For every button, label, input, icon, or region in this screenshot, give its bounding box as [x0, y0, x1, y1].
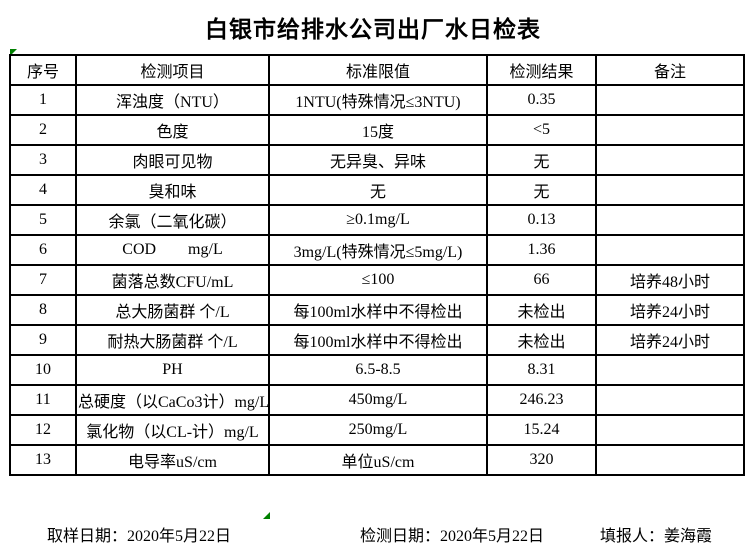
table-row: 9 耐热大肠菌群 个/L 每100ml水样中不得检出 未检出 培养24小时 — [9, 324, 745, 356]
cell-result: 0.35 — [486, 84, 597, 116]
cell-limit: 无 — [268, 174, 488, 206]
cell-item: PH — [75, 354, 270, 386]
test-date-label: 检测日期： — [360, 528, 441, 545]
table-header-row: 序号 检测项目 标准限值 检测结果 备注 — [9, 54, 745, 86]
sampling-date-value: 2020年5月22日 — [127, 528, 232, 545]
cell-result: 320 — [486, 444, 597, 476]
cell-limit: 无异臭、异味 — [268, 144, 488, 176]
cell-result: 0.13 — [486, 204, 597, 236]
table-row: 4 臭和味 无 无 — [9, 174, 745, 206]
test-date: 检测日期：2020年5月22日 — [360, 522, 544, 546]
cell-limit: 每100ml水样中不得检出 — [268, 294, 488, 326]
reporter: 填报人：姜海霞 — [600, 522, 712, 546]
cell-number: 8 — [9, 294, 77, 326]
cell-number: 1 — [9, 84, 77, 116]
cell-remark — [595, 114, 745, 146]
cell-result: 1.36 — [486, 234, 597, 266]
green-bottom-marker-icon — [263, 512, 270, 519]
cell-remark: 培养24小时 — [595, 294, 745, 326]
cell-remark: 培养48小时 — [595, 264, 745, 296]
cell-limit: 1NTU(特殊情况≤3NTU) — [268, 84, 488, 116]
table-row: 12 氯化物（以CL-计）mg/L 250mg/L 15.24 — [9, 414, 745, 446]
cell-result: 无 — [486, 144, 597, 176]
cell-limit: 6.5-8.5 — [268, 354, 488, 386]
cell-item: 耐热大肠菌群 个/L — [75, 324, 270, 356]
cell-limit: 每100ml水样中不得检出 — [268, 324, 488, 356]
cell-item: 余氯（二氧化碳） — [75, 204, 270, 236]
green-corner-marker-icon — [10, 49, 17, 56]
cell-item: 氯化物（以CL-计）mg/L — [75, 414, 270, 446]
cell-limit: ≤100 — [268, 264, 488, 296]
test-date-value: 2020年5月22日 — [440, 528, 545, 545]
cell-limit: 450mg/L — [268, 384, 488, 416]
sampling-date: 取样日期：2020年5月22日 — [47, 522, 231, 546]
cell-limit: ≥0.1mg/L — [268, 204, 488, 236]
cell-remark — [595, 354, 745, 386]
header-remark: 备注 — [595, 54, 745, 86]
table-row: 1 浑浊度（NTU） 1NTU(特殊情况≤3NTU) 0.35 — [9, 84, 745, 116]
water-quality-table: 序号 检测项目 标准限值 检测结果 备注 1 浑浊度（NTU） 1NTU(特殊情… — [9, 54, 745, 476]
cell-item: 总大肠菌群 个/L — [75, 294, 270, 326]
cell-number: 7 — [9, 264, 77, 296]
reporter-name: 姜海霞 — [664, 528, 713, 545]
cell-limit: 15度 — [268, 114, 488, 146]
table-row: 6 COD mg/L 3mg/L(特殊情况≤5mg/L) 1.36 — [9, 234, 745, 266]
cell-remark — [595, 444, 745, 476]
cell-number: 6 — [9, 234, 77, 266]
cell-item: 浑浊度（NTU） — [75, 84, 270, 116]
cell-limit: 单位uS/cm — [268, 444, 488, 476]
cell-result: 未检出 — [486, 294, 597, 326]
table-row: 3 肉眼可见物 无异臭、异味 无 — [9, 144, 745, 176]
cell-result: <5 — [486, 114, 597, 146]
footer: 取样日期：2020年5月22日 检测日期：2020年5月22日 填报人：姜海霞 — [0, 522, 746, 546]
cell-item: 电导率uS/cm — [75, 444, 270, 476]
table-row: 13 电导率uS/cm 单位uS/cm 320 — [9, 444, 745, 476]
cell-number: 3 — [9, 144, 77, 176]
cell-remark — [595, 204, 745, 236]
cell-number: 9 — [9, 324, 77, 356]
cell-number: 5 — [9, 204, 77, 236]
cell-item: 肉眼可见物 — [75, 144, 270, 176]
table-row: 11 总硬度（以CaCo3计）mg/L 450mg/L 246.23 — [9, 384, 745, 416]
table-row: 8 总大肠菌群 个/L 每100ml水样中不得检出 未检出 培养24小时 — [9, 294, 745, 326]
table-row: 2 色度 15度 <5 — [9, 114, 745, 146]
cell-remark: 培养24小时 — [595, 324, 745, 356]
cell-item: COD mg/L — [75, 234, 270, 266]
cell-remark — [595, 84, 745, 116]
cell-result: 15.24 — [486, 414, 597, 446]
cell-number: 4 — [9, 174, 77, 206]
cell-remark — [595, 384, 745, 416]
cell-remark — [595, 174, 745, 206]
cell-limit: 250mg/L — [268, 414, 488, 446]
reporter-label: 填报人： — [600, 528, 665, 545]
cell-number: 2 — [9, 114, 77, 146]
cell-limit: 3mg/L(特殊情况≤5mg/L) — [268, 234, 488, 266]
cell-remark — [595, 414, 745, 446]
cell-remark — [595, 144, 745, 176]
cell-number: 12 — [9, 414, 77, 446]
table-row: 7 菌落总数CFU/mL ≤100 66 培养48小时 — [9, 264, 745, 296]
table-row: 10 PH 6.5-8.5 8.31 — [9, 354, 745, 386]
header-result: 检测结果 — [486, 54, 597, 86]
cell-number: 10 — [9, 354, 77, 386]
cell-item: 菌落总数CFU/mL — [75, 264, 270, 296]
header-limit: 标准限值 — [268, 54, 488, 86]
cell-result: 无 — [486, 174, 597, 206]
cell-item: 色度 — [75, 114, 270, 146]
cell-item: 臭和味 — [75, 174, 270, 206]
cell-number: 11 — [9, 384, 77, 416]
cell-result: 66 — [486, 264, 597, 296]
sampling-date-label: 取样日期： — [47, 528, 128, 545]
header-number: 序号 — [9, 54, 77, 86]
cell-result: 未检出 — [486, 324, 597, 356]
cell-item: 总硬度（以CaCo3计）mg/L — [75, 384, 270, 416]
cell-result: 246.23 — [486, 384, 597, 416]
page-title: 白银市给排水公司出厂水日检表 — [205, 17, 541, 42]
cell-number: 13 — [9, 444, 77, 476]
cell-result: 8.31 — [486, 354, 597, 386]
cell-remark — [595, 234, 745, 266]
header-item: 检测项目 — [75, 54, 270, 86]
table-row: 5 余氯（二氧化碳） ≥0.1mg/L 0.13 — [9, 204, 745, 236]
